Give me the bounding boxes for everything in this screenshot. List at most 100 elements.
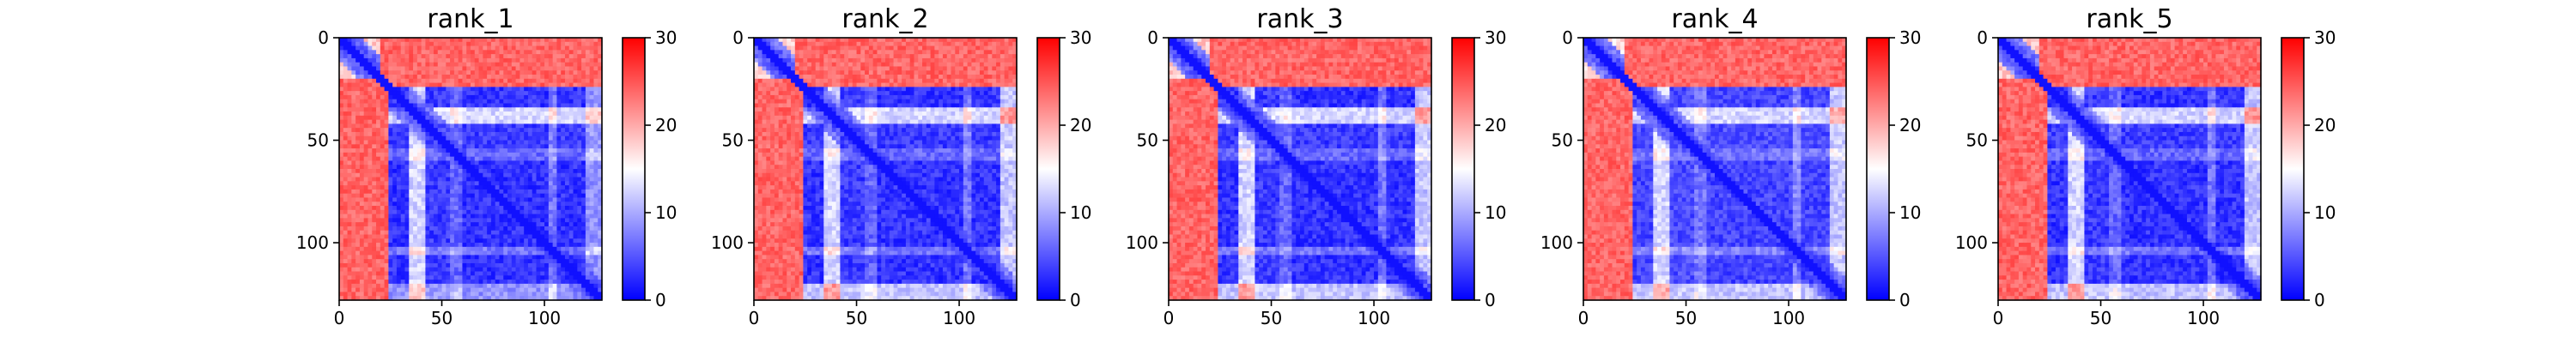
heatmap-cell <box>532 70 537 75</box>
heatmap-cell <box>487 111 491 116</box>
heatmap-cell <box>766 70 770 75</box>
heatmap-cell <box>581 123 586 128</box>
heatmap-cell <box>339 263 343 268</box>
heatmap-cell <box>553 275 557 280</box>
heatmap-cell <box>454 91 459 95</box>
heatmap-cell <box>360 128 364 132</box>
heatmap-cell <box>364 206 368 210</box>
heatmap-cell <box>422 165 426 169</box>
heatmap-cell <box>971 66 975 70</box>
heatmap-cell <box>429 194 434 198</box>
heatmap-cell <box>425 206 429 210</box>
heatmap-cell <box>438 263 442 268</box>
heatmap-cell <box>569 75 574 79</box>
heatmap-cell <box>779 83 783 87</box>
heatmap-cell <box>537 226 541 231</box>
heatmap-cell <box>512 66 516 70</box>
heatmap-cell <box>479 169 483 173</box>
heatmap-cell <box>462 222 466 226</box>
heatmap-cell <box>392 58 397 63</box>
heatmap-cell <box>459 238 463 243</box>
heatmap-cell <box>544 153 549 157</box>
heatmap-cell <box>339 63 343 67</box>
heatmap-cell <box>360 169 364 173</box>
heatmap-cell <box>503 275 507 280</box>
heatmap-cell <box>556 272 561 276</box>
heatmap-cell <box>462 259 466 263</box>
heatmap-cell <box>528 91 532 95</box>
heatmap-cell <box>483 128 487 132</box>
heatmap-cell <box>392 95 397 99</box>
heatmap-cell <box>459 42 463 46</box>
heatmap-cell <box>446 104 450 108</box>
heatmap-cell <box>499 169 503 173</box>
heatmap-cell <box>881 42 885 46</box>
heatmap-cell <box>574 272 578 276</box>
heatmap-cell <box>397 132 401 136</box>
heatmap-cell <box>549 243 553 247</box>
heatmap-cell <box>343 104 348 108</box>
heatmap-cell <box>409 263 413 268</box>
heatmap-cell <box>836 42 841 46</box>
heatmap-cell <box>516 141 520 145</box>
heatmap-cell <box>368 194 372 198</box>
heatmap-cell <box>844 66 848 70</box>
heatmap-cell <box>524 123 528 128</box>
heatmap-cell <box>865 83 869 87</box>
heatmap-cell <box>590 66 594 70</box>
heatmap-cell <box>459 99 463 104</box>
heatmap-cell <box>462 136 466 141</box>
heatmap-cell <box>758 50 762 54</box>
heatmap-cell <box>524 202 528 206</box>
heatmap-cell <box>454 263 459 268</box>
heatmap-cell <box>483 38 487 42</box>
heatmap-cell <box>766 87 770 91</box>
heatmap-cell <box>574 54 578 58</box>
heatmap-cell <box>388 181 392 185</box>
heatmap-cell <box>364 178 368 182</box>
heatmap-cell <box>471 141 475 145</box>
heatmap-cell <box>348 87 352 91</box>
heatmap-cell <box>339 178 343 182</box>
heatmap-cell <box>553 292 557 296</box>
heatmap-cell <box>951 87 956 91</box>
heatmap-cell <box>466 63 471 67</box>
heatmap-cell <box>959 50 963 54</box>
heatmap-cell <box>372 243 376 247</box>
heatmap-cell <box>532 136 537 141</box>
heatmap-cell <box>544 165 549 169</box>
heatmap-cell <box>894 42 898 46</box>
heatmap-cell <box>503 284 507 288</box>
heatmap-cell <box>524 259 528 263</box>
heatmap-cell <box>577 280 581 284</box>
heatmap-cell <box>803 75 807 79</box>
heatmap-cell <box>385 38 389 42</box>
heatmap-cell <box>397 128 401 132</box>
heatmap-cell <box>569 255 574 259</box>
heatmap-cell <box>479 144 483 148</box>
heatmap-cell <box>836 46 841 51</box>
heatmap-cell <box>459 280 463 284</box>
heatmap-cell <box>397 178 401 182</box>
heatmap-cell <box>422 54 426 58</box>
heatmap-cell <box>1000 38 1005 42</box>
heatmap-cell <box>980 70 984 75</box>
heatmap-cell <box>590 226 594 231</box>
heatmap-cell <box>491 190 495 194</box>
heatmap-cell <box>413 272 417 276</box>
heatmap-cell <box>422 210 426 214</box>
heatmap-cell <box>565 63 569 67</box>
heatmap-cell <box>586 63 590 67</box>
heatmap-cell <box>569 247 574 251</box>
heatmap-cell <box>934 66 939 70</box>
heatmap-cell <box>1005 75 1009 79</box>
heatmap-cell <box>902 79 906 83</box>
heatmap-cell <box>894 66 898 70</box>
heatmap-cell <box>947 38 951 42</box>
heatmap-cell <box>409 91 413 95</box>
heatmap-cell <box>574 243 578 247</box>
heatmap-cell <box>462 66 466 70</box>
heatmap-cell <box>992 54 996 58</box>
heatmap-cell <box>409 107 413 111</box>
heatmap-cell <box>549 263 553 268</box>
